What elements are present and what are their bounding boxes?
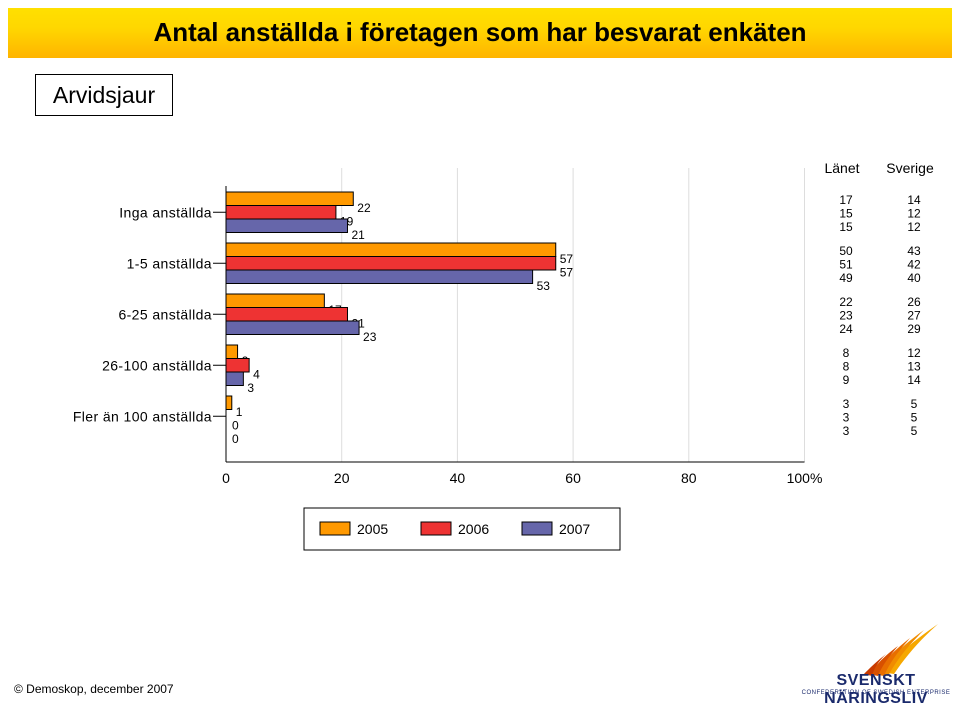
- comparison-value: 8: [843, 360, 850, 374]
- comparison-header: Länet: [824, 160, 859, 176]
- bar-value-label: 53: [537, 279, 551, 293]
- comparison-value: 42: [907, 258, 921, 272]
- bar: [225, 358, 250, 373]
- bar-value-label: 1: [236, 405, 243, 419]
- bar-value-label: 0: [232, 432, 239, 446]
- comparison-value: 3: [843, 397, 850, 411]
- bar: [225, 256, 557, 271]
- comparison-header: Sverige: [886, 160, 934, 176]
- bar-value-label: 4: [253, 367, 260, 381]
- logo-subtitle: CONFEDERATION OF SWEDISH ENTERPRISE: [801, 690, 951, 696]
- comparison-value: 17: [839, 193, 853, 207]
- bar: [225, 191, 354, 206]
- comparison-value: 15: [839, 207, 853, 221]
- x-tick-label: 40: [450, 470, 466, 486]
- title-bar: Antal anställda i företagen som har besv…: [8, 8, 952, 58]
- bar-value-label: 57: [560, 252, 574, 266]
- category-label: 26-100 anställda: [102, 357, 212, 373]
- bar: [225, 218, 348, 233]
- comparison-value: 15: [839, 220, 853, 234]
- bar-value-label: 57: [560, 265, 574, 279]
- comparison-value: 23: [839, 309, 853, 323]
- chart-title: Antal anställda i företagen som har besv…: [153, 17, 807, 47]
- comparison-value: 5: [911, 397, 918, 411]
- comparison-value: 51: [839, 258, 853, 272]
- comparison-value: 26: [907, 295, 921, 309]
- x-tick-label: 100%: [787, 470, 823, 486]
- x-tick-label: 0: [222, 470, 230, 486]
- bar: [225, 395, 233, 410]
- category-label: Inga anställda: [119, 204, 212, 220]
- comparison-value: 49: [839, 271, 853, 285]
- bar: [225, 242, 557, 257]
- comparison-value: 5: [911, 424, 918, 438]
- bar: [225, 320, 360, 335]
- comparison-value: 8: [843, 346, 850, 360]
- legend-swatch: [319, 521, 351, 536]
- legend-swatch: [420, 521, 452, 536]
- comparison-value: 43: [907, 244, 921, 258]
- comparison-value: 27: [907, 309, 921, 323]
- legend-label: 2007: [559, 521, 590, 537]
- category-label: 1-5 anställda: [127, 255, 212, 271]
- category-label: Fler än 100 anställda: [73, 408, 212, 424]
- legend-box: [303, 507, 621, 551]
- svenskt-naringsliv-logo-icon: [864, 624, 938, 676]
- x-tick-label: 20: [334, 470, 350, 486]
- bar: [225, 307, 348, 322]
- bar-value-label: 0: [232, 418, 239, 432]
- comparison-value: 12: [907, 220, 921, 234]
- bar: [225, 205, 337, 220]
- bar-value-label: 3: [247, 381, 254, 395]
- comparison-value: 14: [907, 373, 921, 387]
- bar: [225, 371, 244, 386]
- region-label: Arvidsjaur: [35, 74, 173, 116]
- comparison-value: 12: [907, 346, 921, 360]
- x-tick-label: 60: [565, 470, 581, 486]
- comparison-value: 40: [907, 271, 921, 285]
- comparison-value: 3: [843, 411, 850, 425]
- bar-value-label: 21: [351, 228, 365, 242]
- legend-label: 2005: [357, 521, 388, 537]
- bar: [225, 344, 239, 359]
- bar: [225, 293, 325, 308]
- comparison-value: 22: [839, 295, 853, 309]
- bar: [225, 269, 534, 284]
- comparison-value: 24: [839, 322, 853, 336]
- comparison-value: 13: [907, 360, 921, 374]
- footer-copyright: © Demoskop, december 2007: [14, 682, 174, 696]
- comparison-value: 5: [911, 411, 918, 425]
- legend-label: 2006: [458, 521, 489, 537]
- comparison-value: 9: [843, 373, 850, 387]
- x-tick-label: 80: [681, 470, 697, 486]
- category-label: 6-25 anställda: [118, 306, 212, 322]
- comparison-value: 29: [907, 322, 921, 336]
- comparison-value: 3: [843, 424, 850, 438]
- legend-swatch: [521, 521, 553, 536]
- comparison-value: 12: [907, 207, 921, 221]
- comparison-value: 14: [907, 193, 921, 207]
- comparison-value: 50: [839, 244, 853, 258]
- bar-value-label: 22: [357, 201, 371, 215]
- bar-value-label: 23: [363, 330, 377, 344]
